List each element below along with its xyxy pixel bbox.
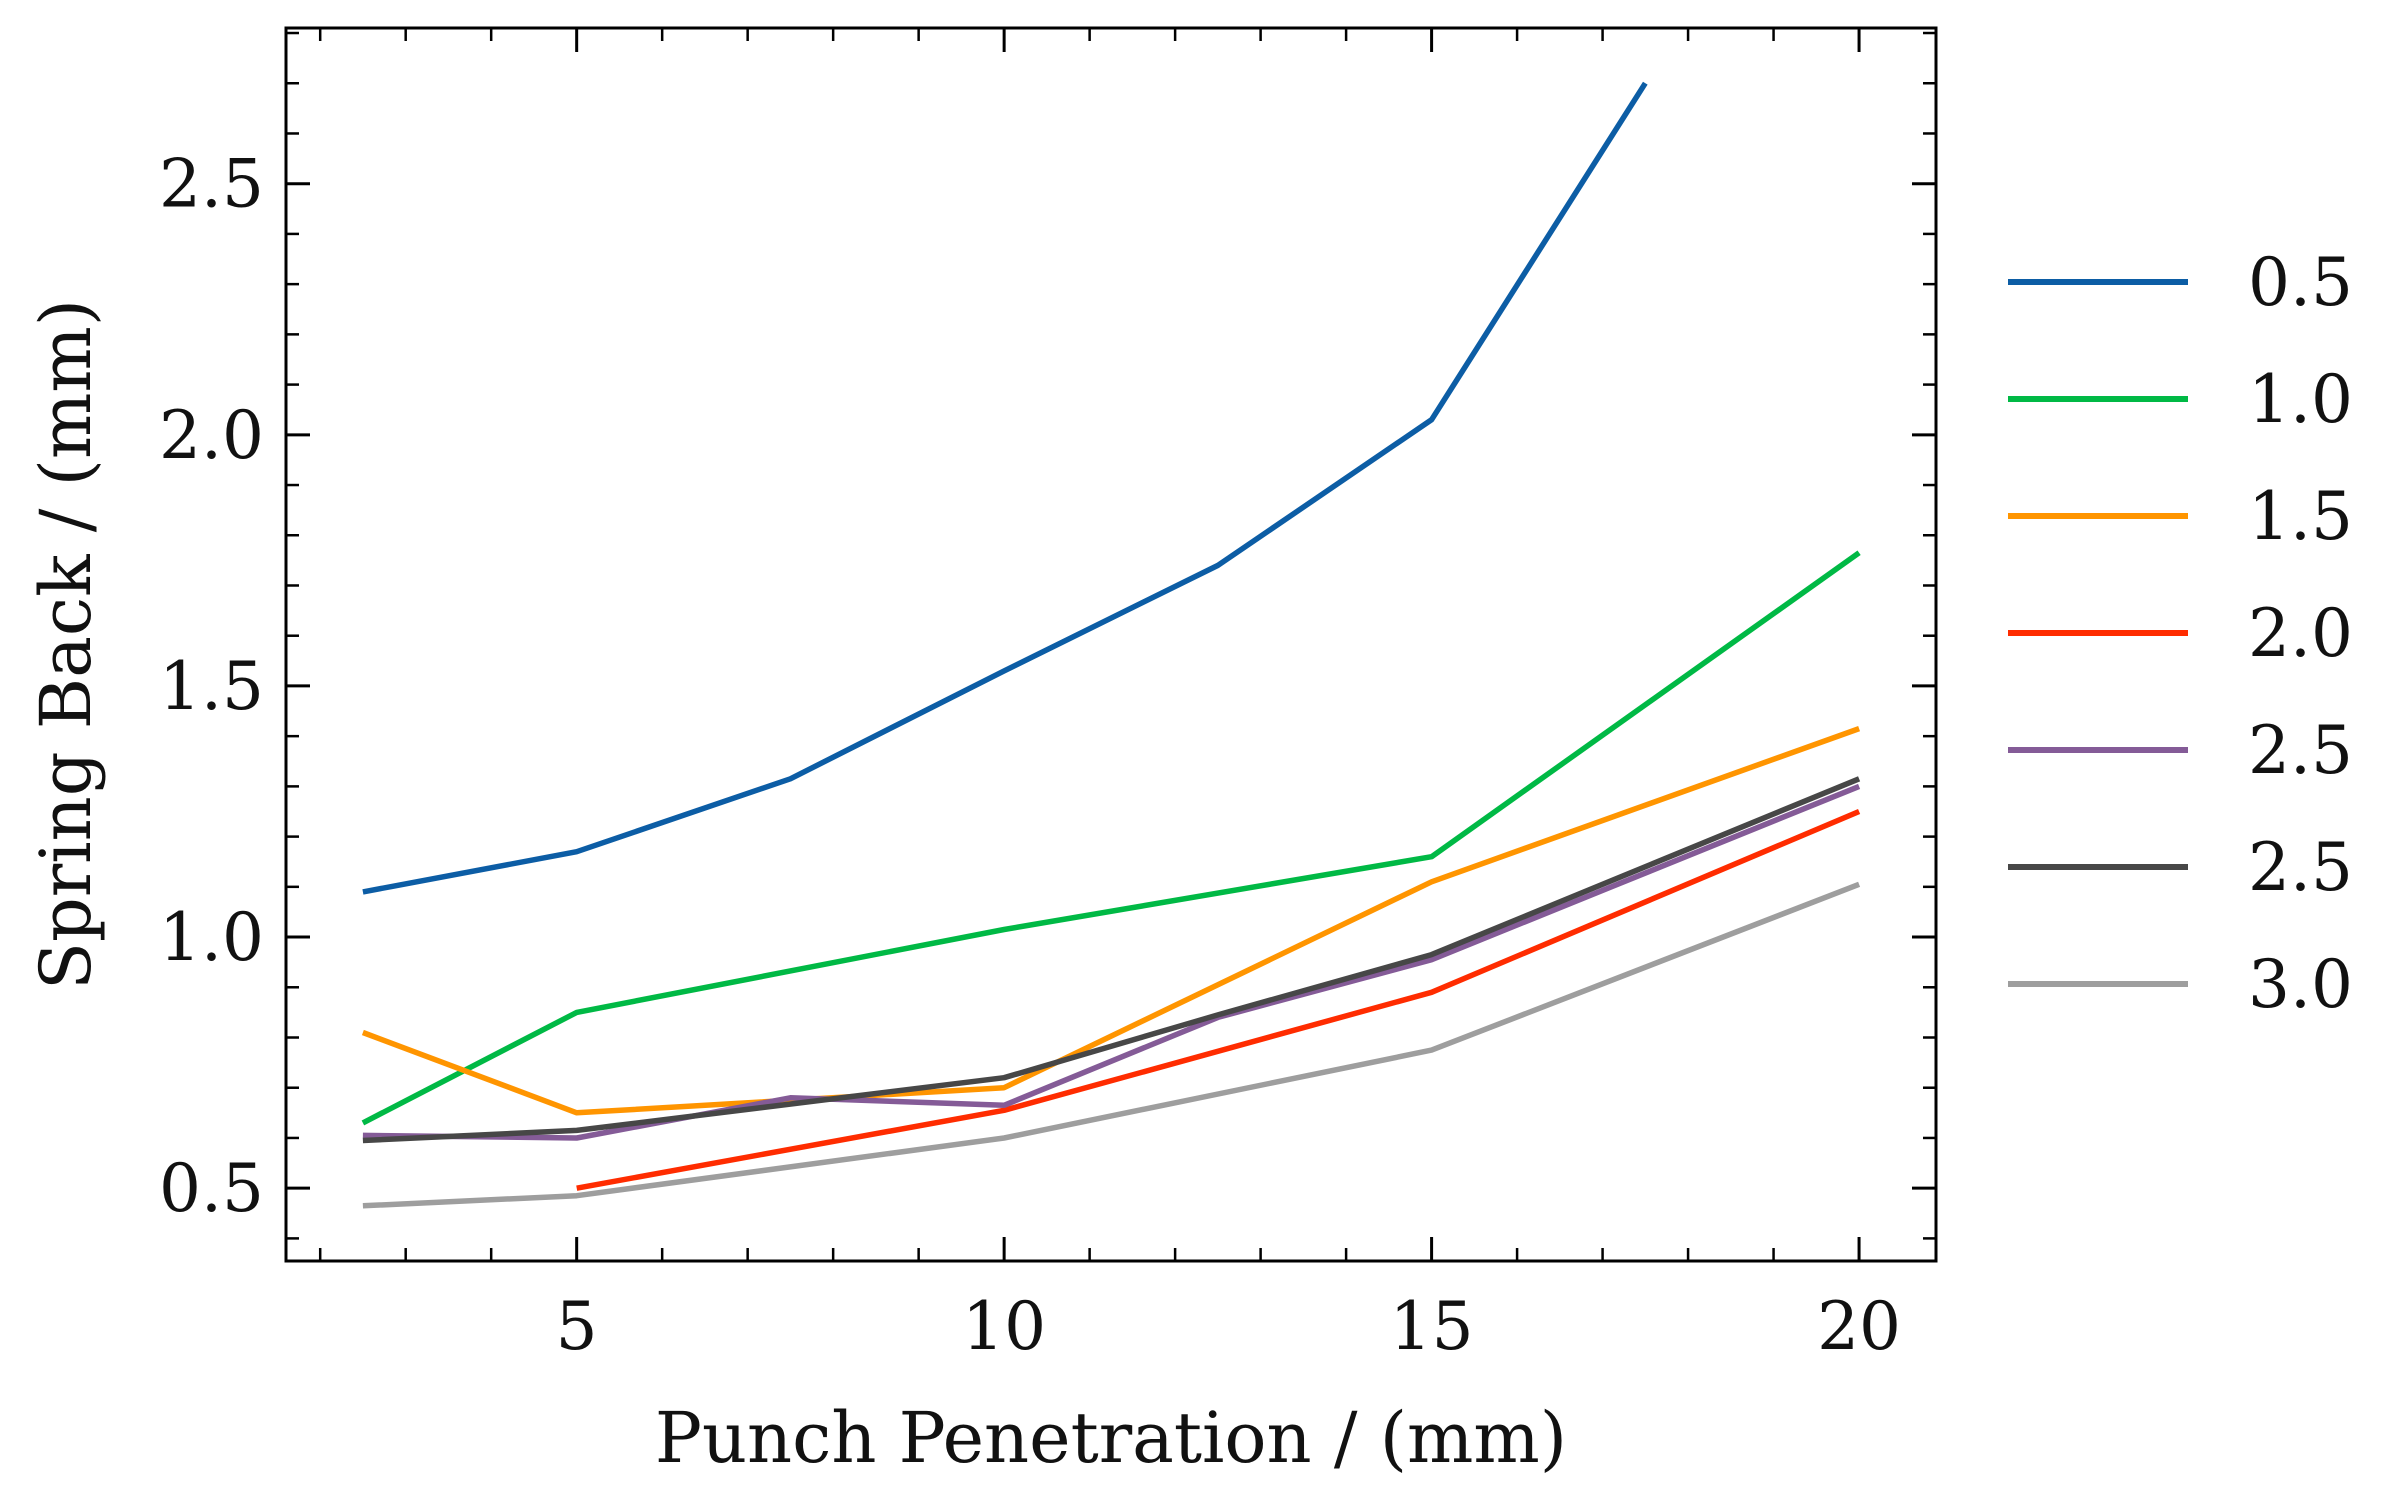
- y-tick-label: 2.5: [159, 146, 264, 223]
- legend-label: 1.0: [2248, 361, 2353, 438]
- x-tick-label: 20: [1817, 1288, 1901, 1365]
- x-axis-label: Punch Penetration / (mm): [655, 1397, 1567, 1479]
- legend-label: 2.5: [2248, 712, 2353, 789]
- series-line-3: [361, 726, 1861, 1116]
- plot-frame: [284, 26, 1938, 1263]
- x-tick-label: 5: [556, 1288, 598, 1365]
- legend-label: 1.5: [2248, 478, 2353, 555]
- x-tick-label: 10: [962, 1288, 1046, 1365]
- y-tick-label: 0.5: [159, 1150, 264, 1227]
- y-tick-label: 2.0: [159, 397, 264, 474]
- legend-label: 2.0: [2248, 595, 2353, 672]
- series-line-7: [362, 881, 1861, 1209]
- legend-label: 3.0: [2248, 946, 2353, 1023]
- series-line-5: [362, 783, 1861, 1141]
- plot-area: [361, 81, 1861, 1209]
- tick-labels: 5 10 15 20 0.5 1.0 1.5 2.0 2.5: [159, 146, 1901, 1365]
- x-tick-label: 15: [1390, 1288, 1474, 1365]
- y-tick-label: 1.0: [159, 899, 264, 976]
- series-line-6: [362, 776, 1861, 1144]
- series-line-2: [361, 550, 1861, 1126]
- y-tick-label: 1.5: [159, 648, 264, 725]
- y-axis-label: Spring Back / (mm): [25, 299, 107, 990]
- series-line-4: [576, 808, 1861, 1191]
- axis-ticks: [286, 28, 1936, 1261]
- legend-label: 0.5: [2248, 244, 2353, 321]
- series-line-1: [362, 81, 1648, 895]
- legend: 0.5 1.0 1.5 2.0 2.5 2.5 3.0: [2008, 244, 2353, 1023]
- legend-label: 2.5: [2248, 829, 2353, 906]
